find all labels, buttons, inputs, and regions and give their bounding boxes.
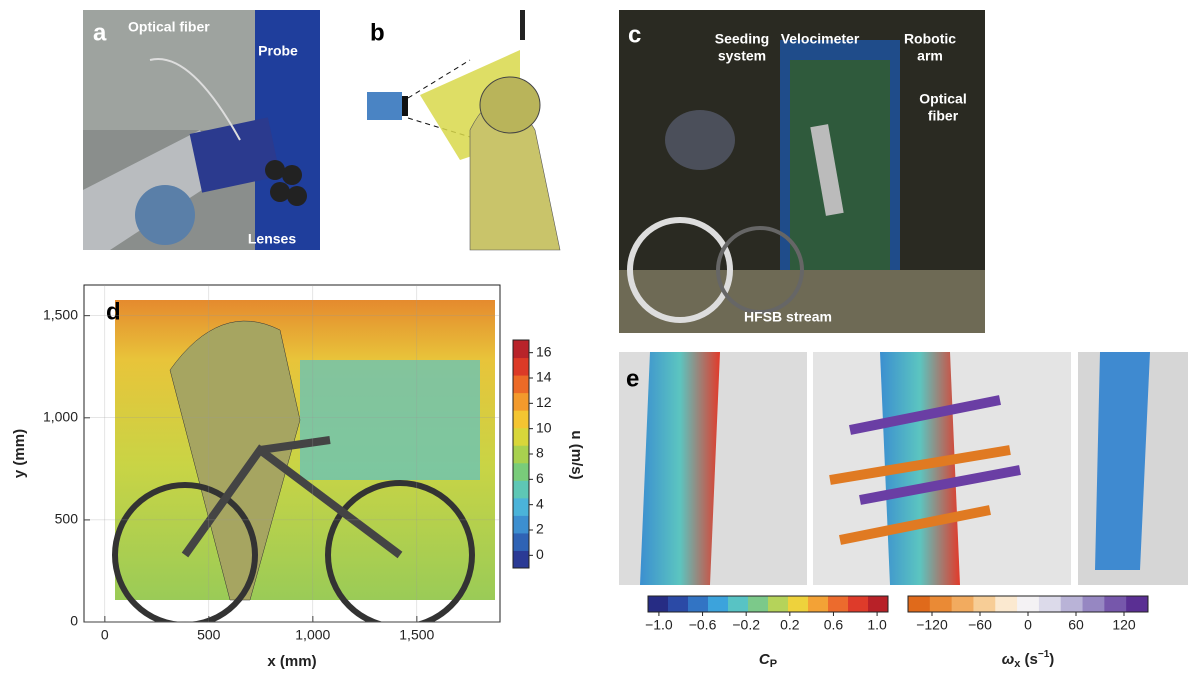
colorbar-swatch (513, 375, 529, 393)
colorbar-tick-label: −120 (916, 617, 948, 633)
colorbar-tick-label: 0.6 (824, 617, 844, 633)
colorbar-swatch (1104, 596, 1126, 612)
label-part: ω (1002, 651, 1015, 668)
panel-label: e (626, 365, 639, 392)
colorbar-swatch (648, 596, 669, 612)
x-tick-label: 500 (197, 627, 221, 643)
colorbar-swatch (1061, 596, 1083, 612)
colorbar-swatch (1083, 596, 1105, 612)
colorbar-tick-label: 1.0 (867, 617, 887, 633)
colorbar-tick-label: −0.6 (689, 617, 717, 633)
colorbar-tick-label: 0.2 (780, 617, 800, 633)
annotation: Robotic (904, 31, 956, 47)
colorbar-swatch (513, 498, 529, 516)
colorbar-tick-label: 2 (536, 521, 544, 537)
annotation: HFSB stream (744, 309, 832, 325)
colorbar-swatch (828, 596, 849, 612)
cfd-images (619, 352, 1188, 585)
colorbar-swatch (728, 596, 749, 612)
colorbar-swatch (513, 340, 529, 358)
label-part: (s (1020, 651, 1038, 668)
annotation: Optical (919, 91, 966, 107)
colorbar-swatch (668, 596, 689, 612)
colorbar-swatch (513, 393, 529, 411)
colorbar-swatch (995, 596, 1017, 612)
x-tick-label: 1,500 (399, 627, 434, 643)
panel-label: c (628, 21, 641, 48)
plot-area (84, 285, 500, 627)
colorbar-swatch (930, 596, 952, 612)
panel-label: d (106, 298, 121, 325)
colorbar-swatch (868, 596, 889, 612)
colorbar-label: CP (759, 651, 777, 670)
colorbar-swatch (513, 533, 529, 551)
colorbar-label: u (m/s) (568, 430, 585, 479)
colorbar-swatch (768, 596, 789, 612)
colorbar-swatch (952, 596, 974, 612)
annotation: Velocimeter (781, 31, 860, 47)
annotation: Optical fiber (128, 19, 210, 35)
colorbar-tick-label: 6 (536, 470, 544, 486)
colorbar-tick-label: 14 (536, 369, 552, 385)
colorbar-swatch (513, 445, 529, 463)
annotation: Probe (258, 43, 298, 59)
colorbar-swatch (513, 550, 529, 568)
y-tick-label: 1,000 (43, 408, 78, 424)
colorbar-tick-label: 12 (536, 394, 552, 410)
y-tick-label: 0 (70, 613, 78, 629)
colorbar-swatch (513, 480, 529, 498)
colorbar-tick-label: −0.2 (732, 617, 760, 633)
label-part: −1 (1038, 649, 1050, 660)
colorbar-tick-label: −1.0 (645, 617, 673, 633)
colorbar-tick-label: 8 (536, 445, 544, 461)
colorbar-swatch (788, 596, 809, 612)
drawing-cyclist-model (367, 10, 560, 250)
label-part: P (770, 658, 777, 670)
y-tick-label: 1,500 (43, 306, 78, 322)
colorbar-swatch (513, 410, 529, 428)
colorbar-swatch (513, 428, 529, 446)
y-axis-label: y (mm) (11, 429, 28, 478)
colorbar-swatch (688, 596, 709, 612)
colorbar-tick-label: 0 (536, 546, 544, 562)
colorbar-swatch (908, 596, 930, 612)
y-tick-label: 500 (55, 511, 79, 527)
annotation: Lenses (248, 231, 296, 247)
colorbar-tick-label: 0 (1024, 617, 1032, 633)
colorbar-tick-label: 60 (1068, 617, 1084, 633)
colorbar-tick-label: 4 (536, 495, 544, 511)
figure: a b c d e Optical fiber Probe Lenses Seedingsyst… (0, 0, 1188, 673)
colorbar-tick-label: 16 (536, 343, 552, 359)
annotation: fiber (928, 108, 959, 124)
x-axis-label: x (mm) (267, 653, 316, 670)
panel-label: b (370, 19, 385, 46)
annotation: arm (917, 48, 943, 64)
label-part: ) (1049, 651, 1054, 668)
colorbar-swatch (973, 596, 995, 612)
colorbar-swatch (513, 463, 529, 481)
colorbar-swatch (513, 358, 529, 376)
colorbar-swatch (1039, 596, 1061, 612)
colorbar-tick-label: −60 (968, 617, 992, 633)
colorbar-swatch (1126, 596, 1148, 612)
colorbar-swatch (748, 596, 769, 612)
colorbar-label: ωx (s−1) (1002, 649, 1055, 670)
colorbar-swatch (1017, 596, 1039, 612)
colorbar-swatch (513, 515, 529, 533)
colorbar-tick-label: 10 (536, 419, 552, 435)
x-tick-label: 1,000 (295, 627, 330, 643)
panel-label: a (93, 19, 107, 46)
annotation: system (718, 48, 766, 64)
colorbar-swatch (708, 596, 729, 612)
colorbar-swatch (848, 596, 869, 612)
colorbar-swatch (808, 596, 829, 612)
colorbar-tick-label: 120 (1112, 617, 1136, 633)
annotation: Seeding (715, 31, 769, 47)
x-tick-label: 0 (101, 627, 109, 643)
